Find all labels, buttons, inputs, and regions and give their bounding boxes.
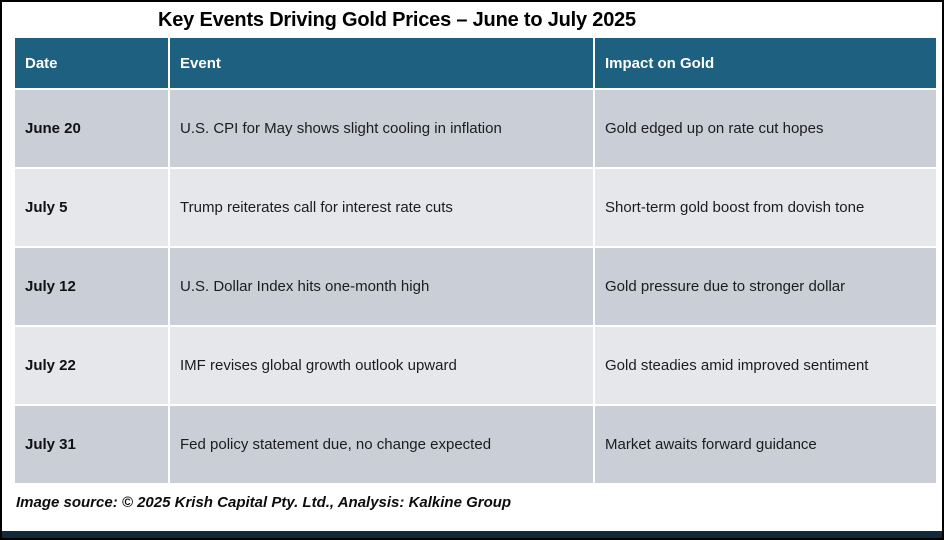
impact-cell: Short-term gold boost from dovish tone <box>595 169 936 246</box>
table-row: July 5 Trump reiterates call for interes… <box>15 169 936 246</box>
impact-cell: Gold pressure due to stronger dollar <box>595 248 936 325</box>
column-header-impact: Impact on Gold <box>595 38 936 88</box>
date-cell: July 5 <box>15 169 168 246</box>
event-cell: Trump reiterates call for interest rate … <box>170 169 593 246</box>
table-header-row: Date Event Impact on Gold <box>15 38 936 88</box>
impact-cell: Gold edged up on rate cut hopes <box>595 90 936 167</box>
date-cell: July 12 <box>15 248 168 325</box>
bottom-accent-bar <box>2 531 942 538</box>
impact-cell: Gold steadies amid improved sentiment <box>595 327 936 404</box>
date-cell: July 22 <box>15 327 168 404</box>
date-cell: July 31 <box>15 406 168 483</box>
event-cell: Fed policy statement due, no change expe… <box>170 406 593 483</box>
impact-cell: Market awaits forward guidance <box>595 406 936 483</box>
column-header-event: Event <box>170 38 593 88</box>
image-source-attribution: Image source: © 2025 Krish Capital Pty. … <box>16 494 512 511</box>
event-cell: U.S. Dollar Index hits one-month high <box>170 248 593 325</box>
table-row: June 20 U.S. CPI for May shows slight co… <box>15 90 936 167</box>
table-row: July 22 IMF revises global growth outloo… <box>15 327 936 404</box>
event-cell: IMF revises global growth outlook upward <box>170 327 593 404</box>
event-cell: U.S. CPI for May shows slight cooling in… <box>170 90 593 167</box>
table-row: July 12 U.S. Dollar Index hits one-month… <box>15 248 936 325</box>
figure-title: Key Events Driving Gold Prices – June to… <box>158 9 636 31</box>
date-cell: June 20 <box>15 90 168 167</box>
column-header-date: Date <box>15 38 168 88</box>
gold-events-table: Date Event Impact on Gold June 20 U.S. C… <box>13 36 938 485</box>
table-row: July 31 Fed policy statement due, no cha… <box>15 406 936 483</box>
